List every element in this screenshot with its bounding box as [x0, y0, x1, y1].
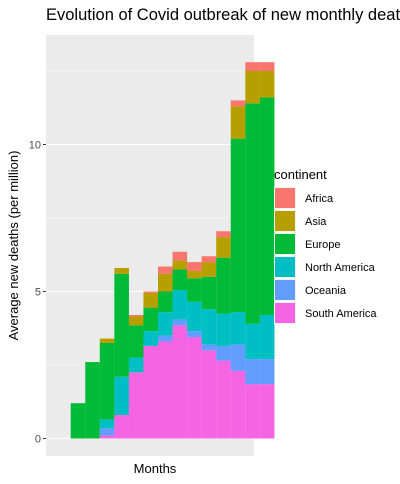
bar-segment-north-america — [143, 331, 159, 346]
bar-segment-africa — [187, 262, 202, 271]
legend-key-south-america — [275, 303, 295, 323]
legend-key-oceania — [275, 280, 295, 300]
bar-segment-asia — [99, 338, 115, 343]
legend-label: Asia — [305, 216, 327, 228]
bar-segment-south-america — [216, 360, 231, 439]
bar-segment-north-america — [216, 313, 231, 346]
legend-label: Europe — [305, 239, 340, 251]
bar-segment-north-america — [187, 301, 202, 332]
bar-segment-south-america — [99, 435, 115, 439]
legend: continent Africa Asia Europe North America O… — [274, 167, 377, 324]
bar-segment-asia — [172, 260, 188, 270]
bar-segment-south-america — [230, 370, 246, 439]
bar-segment-asia — [128, 316, 144, 326]
bar-segment-oceania — [245, 359, 260, 385]
bar-segment-oceania — [230, 344, 246, 371]
legend-label: North America — [305, 262, 376, 274]
bars — [70, 62, 275, 439]
bar-segment-africa — [245, 62, 260, 71]
bar-segment-north-america — [245, 323, 260, 360]
y-axis-title: Average new deaths (per million) — [6, 151, 21, 341]
bar-segment-oceania — [158, 335, 173, 342]
bar-segment-asia — [259, 71, 275, 98]
bar-segment-europe — [70, 403, 86, 439]
bar-segment-south-america — [143, 345, 159, 439]
bar-segment-south-america — [114, 414, 129, 439]
legend-label: Oceania — [305, 285, 347, 297]
bar-segment-europe — [172, 269, 188, 291]
bar-segment-north-america — [99, 419, 115, 429]
bar-segment-oceania — [172, 319, 188, 326]
bar-segment-south-america — [201, 350, 217, 439]
bar-segment-oceania — [216, 345, 231, 361]
bar-segment-europe — [230, 138, 246, 313]
bar-segment-north-america — [158, 312, 173, 336]
bar-segment-africa — [259, 62, 275, 71]
bar-segment-europe — [114, 273, 129, 377]
bar-segment-europe — [158, 291, 173, 313]
legend-label: South America — [305, 308, 377, 320]
legend-key-asia — [275, 211, 295, 231]
bar-segment-europe — [216, 257, 231, 314]
legend-key-north-america — [275, 257, 295, 277]
bar-segment-south-america — [128, 372, 144, 439]
bar-segment-europe — [259, 97, 275, 316]
bar-segment-oceania — [201, 344, 217, 351]
bar-segment-south-america — [187, 337, 202, 439]
bar-segment-oceania — [259, 359, 275, 385]
bar-segment-asia — [201, 262, 217, 277]
legend-title: continent — [274, 167, 327, 182]
bar-segment-europe — [143, 307, 159, 332]
y-tick-label: 0 — [35, 434, 41, 446]
bar-segment-south-america — [245, 384, 260, 439]
bar-segment-europe — [128, 325, 144, 358]
bar-segment-africa — [158, 266, 173, 274]
legend-key-africa — [275, 188, 295, 208]
bar-segment-north-america — [230, 312, 246, 345]
bar-segment-asia — [158, 273, 173, 292]
y-tick-label: 10 — [29, 140, 41, 152]
bar-segment-africa — [201, 256, 217, 263]
y-axis-ticks: 0 5 10 — [29, 140, 46, 446]
x-axis-title: Months — [134, 461, 177, 476]
y-tick-label: 5 — [35, 287, 41, 299]
bar-segment-asia — [230, 106, 246, 139]
bar-segment-europe — [99, 342, 115, 420]
bar-segment-north-america — [172, 290, 188, 320]
chart-title: Evolution of Covid outbreak of new month… — [46, 6, 400, 24]
bar-segment-north-america — [128, 357, 144, 373]
bar-segment-africa — [143, 291, 159, 293]
bar-segment-europe — [201, 276, 217, 310]
bar-segment-europe — [245, 103, 260, 324]
bar-segment-oceania — [99, 428, 115, 436]
bar-segment-oceania — [187, 331, 202, 338]
legend-key-europe — [275, 234, 295, 254]
bar-segment-asia — [187, 270, 202, 279]
bar-segment-asia — [143, 292, 159, 308]
bar-segment-north-america — [114, 376, 129, 415]
bar-segment-europe — [187, 278, 202, 302]
bar-segment-africa — [216, 231, 231, 238]
bar-segment-north-america — [259, 315, 275, 360]
legend-label: Africa — [305, 193, 334, 205]
bar-segment-asia — [245, 71, 260, 104]
bar-segment-south-america — [158, 341, 173, 439]
bar-segment-europe — [85, 362, 100, 439]
bar-segment-asia — [216, 237, 231, 258]
bar-segment-asia — [114, 267, 129, 274]
bar-segment-africa — [230, 100, 246, 107]
bar-segment-south-america — [259, 384, 275, 439]
bar-segment-africa — [172, 251, 188, 261]
bar-segment-south-america — [172, 325, 188, 439]
bar-segment-north-america — [201, 309, 217, 345]
bar-segment-africa — [128, 315, 144, 317]
